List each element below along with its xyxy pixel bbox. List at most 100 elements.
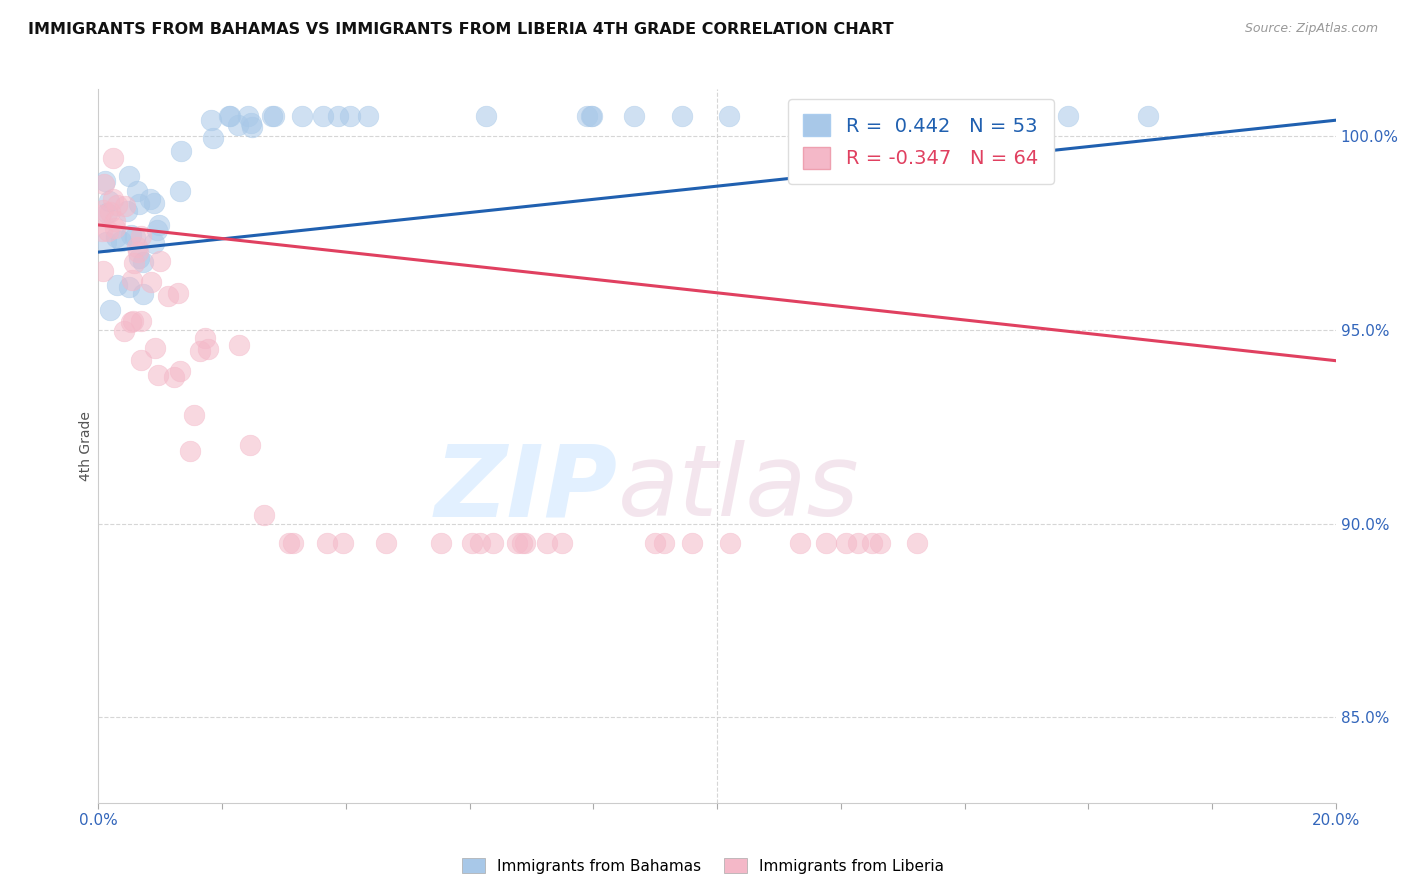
Point: [652, 536, 675, 550]
Point: [156, 289, 179, 303]
Point: [148, 218, 170, 232]
Point: [202, 131, 225, 145]
Point: [510, 536, 533, 550]
Point: [374, 536, 396, 550]
Point: [97, 224, 120, 238]
Point: [118, 280, 141, 294]
Point: [112, 325, 135, 339]
Point: [124, 230, 146, 244]
Point: [218, 109, 240, 123]
Point: [717, 109, 740, 123]
Point: [339, 109, 361, 123]
Point: [551, 536, 574, 550]
Point: [789, 536, 811, 550]
Point: [905, 536, 928, 550]
Point: [149, 253, 172, 268]
Point: [236, 109, 259, 123]
Point: [869, 536, 891, 550]
Point: [575, 109, 598, 123]
Point: [104, 214, 127, 228]
Point: [239, 116, 262, 130]
Point: [183, 408, 205, 422]
Point: [238, 438, 260, 452]
Point: [132, 287, 155, 301]
Point: [141, 275, 163, 289]
Point: [1010, 109, 1032, 123]
Point: [96, 235, 118, 249]
Point: [356, 109, 378, 123]
Point: [332, 536, 354, 550]
Legend: R =  0.442   N = 53, R = -0.347   N = 64: R = 0.442 N = 53, R = -0.347 N = 64: [787, 99, 1053, 184]
Point: [127, 244, 149, 259]
Point: [869, 109, 891, 123]
Point: [98, 303, 121, 318]
Point: [253, 508, 276, 522]
Point: [278, 536, 301, 550]
Point: [121, 273, 143, 287]
Point: [128, 196, 150, 211]
Point: [1136, 109, 1159, 123]
Point: [105, 277, 128, 292]
Text: atlas: atlas: [619, 441, 859, 537]
Point: [830, 109, 852, 123]
Point: [581, 109, 603, 123]
Point: [197, 342, 219, 356]
Point: [262, 109, 284, 123]
Text: Source: ZipAtlas.com: Source: ZipAtlas.com: [1244, 22, 1378, 36]
Point: [129, 313, 152, 327]
Point: [122, 313, 145, 327]
Point: [122, 256, 145, 270]
Point: [430, 536, 453, 550]
Point: [671, 109, 693, 123]
Point: [91, 264, 114, 278]
Point: [681, 536, 703, 550]
Point: [179, 444, 201, 458]
Point: [120, 227, 142, 242]
Point: [789, 109, 811, 123]
Point: [146, 223, 169, 237]
Point: [218, 109, 240, 123]
Point: [138, 192, 160, 206]
Point: [513, 536, 536, 550]
Point: [143, 196, 166, 211]
Point: [644, 536, 666, 550]
Point: [114, 199, 136, 213]
Point: [101, 193, 124, 207]
Point: [129, 229, 152, 244]
Point: [103, 221, 125, 235]
Point: [120, 315, 142, 329]
Point: [240, 120, 263, 135]
Point: [91, 224, 114, 238]
Y-axis label: 4th Grade: 4th Grade: [79, 411, 93, 481]
Point: [226, 119, 249, 133]
Point: [194, 331, 217, 345]
Point: [125, 185, 148, 199]
Point: [162, 369, 184, 384]
Point: [96, 206, 118, 220]
Point: [167, 285, 190, 300]
Point: [228, 338, 250, 352]
Point: [93, 202, 115, 217]
Legend: Immigrants from Bahamas, Immigrants from Liberia: Immigrants from Bahamas, Immigrants from…: [456, 852, 950, 880]
Point: [169, 364, 191, 378]
Point: [146, 368, 169, 383]
Point: [105, 230, 128, 244]
Point: [98, 194, 121, 209]
Point: [128, 252, 150, 266]
Point: [482, 536, 505, 550]
Point: [93, 177, 115, 191]
Point: [315, 536, 337, 550]
Point: [263, 109, 285, 123]
Point: [536, 536, 558, 550]
Point: [312, 109, 335, 123]
Point: [718, 536, 741, 550]
Point: [468, 536, 491, 550]
Point: [98, 205, 121, 219]
Point: [1056, 109, 1078, 123]
Point: [118, 169, 141, 183]
Text: ZIP: ZIP: [434, 441, 619, 537]
Point: [143, 341, 166, 355]
Point: [623, 109, 645, 123]
Point: [127, 240, 149, 254]
Point: [93, 174, 115, 188]
